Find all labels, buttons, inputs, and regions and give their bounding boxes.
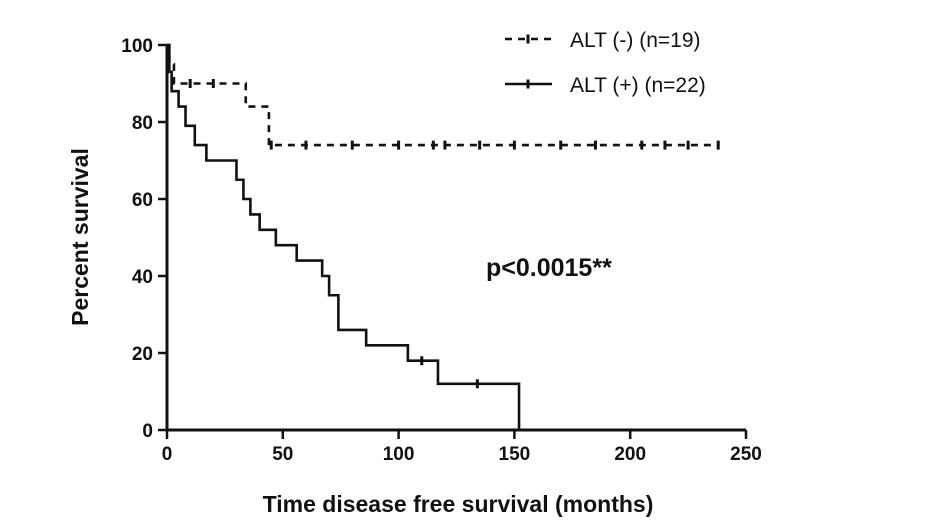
y-tick-label: 20 — [132, 344, 153, 365]
y-axis-title: Percent survival — [67, 148, 93, 326]
axes: 0 50 100 150 200 250 0 20 40 60 80 100 — [121, 36, 762, 465]
y-tick-label: 80 — [132, 113, 153, 134]
p-value-annotation: p<0.0015** — [486, 254, 612, 282]
x-axis-title: Time disease free survival (months) — [263, 491, 654, 517]
legend-label: ALT (+) (n=22) — [570, 74, 706, 97]
x-tick-label: 100 — [383, 444, 415, 465]
x-tick-label: 250 — [730, 444, 762, 465]
y-tick-label: 60 — [132, 190, 153, 211]
legend-label: ALT (-) (n=19) — [570, 29, 701, 52]
y-tick-label: 0 — [142, 421, 153, 442]
y-tick-label: 100 — [121, 36, 153, 57]
x-tick-label: 150 — [499, 444, 531, 465]
x-tick-label: 50 — [272, 444, 293, 465]
series-line-alt-positive — [167, 43, 521, 430]
legend: ALT (-) (n=19) ALT (+) (n=22) — [505, 29, 706, 97]
y-tick-label: 40 — [132, 267, 153, 288]
x-tick-label: 200 — [614, 444, 646, 465]
series-layer — [167, 43, 720, 430]
x-tick-label: 0 — [162, 444, 173, 465]
